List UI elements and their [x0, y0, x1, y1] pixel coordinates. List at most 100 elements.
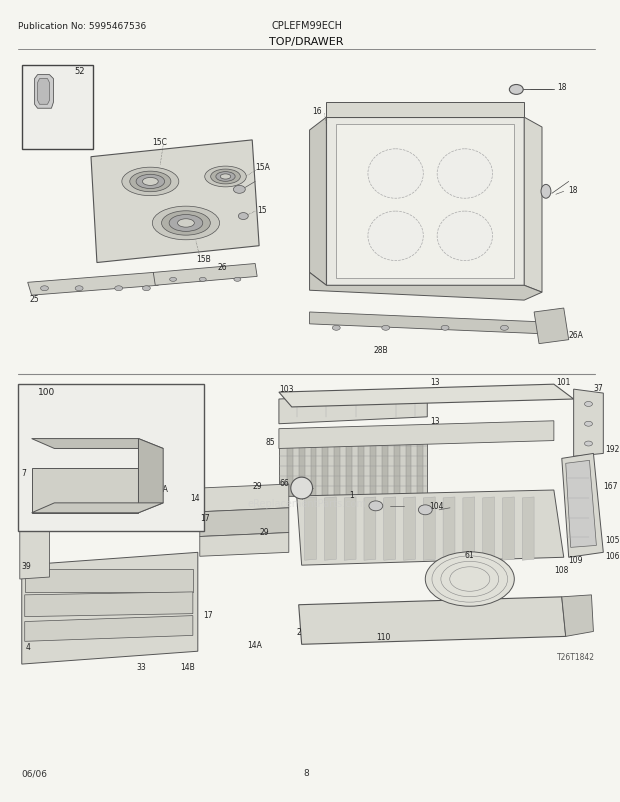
Text: 106: 106 [605, 551, 620, 560]
Text: 28B: 28B [374, 346, 389, 354]
Text: 13: 13 [430, 377, 440, 387]
Ellipse shape [437, 212, 492, 261]
Polygon shape [334, 439, 340, 496]
Text: 18: 18 [569, 185, 578, 195]
Text: Publication No: 5995467536: Publication No: 5995467536 [18, 22, 146, 30]
Text: 16: 16 [312, 107, 322, 115]
Text: 06/06: 06/06 [22, 768, 48, 777]
Polygon shape [297, 490, 564, 565]
Text: 104: 104 [429, 502, 444, 511]
Polygon shape [370, 439, 376, 496]
Polygon shape [38, 79, 50, 105]
Polygon shape [324, 497, 336, 561]
Ellipse shape [75, 286, 83, 291]
Polygon shape [346, 439, 352, 496]
Text: 85: 85 [265, 438, 275, 447]
Polygon shape [404, 497, 415, 561]
Text: 14: 14 [190, 494, 200, 503]
Polygon shape [336, 125, 515, 279]
Ellipse shape [216, 172, 235, 182]
Text: 4: 4 [25, 642, 30, 651]
Polygon shape [200, 508, 289, 537]
Ellipse shape [585, 441, 593, 447]
Ellipse shape [205, 167, 246, 188]
Polygon shape [463, 497, 475, 561]
Text: 66: 66 [280, 478, 290, 487]
Polygon shape [279, 393, 427, 424]
Ellipse shape [291, 477, 312, 500]
Polygon shape [502, 497, 515, 561]
Polygon shape [35, 75, 53, 109]
Polygon shape [423, 497, 435, 561]
Polygon shape [304, 497, 316, 561]
Polygon shape [482, 497, 495, 561]
Ellipse shape [369, 501, 383, 511]
Polygon shape [309, 118, 326, 286]
Polygon shape [358, 439, 364, 496]
Polygon shape [443, 497, 455, 561]
Ellipse shape [234, 278, 241, 282]
Text: TOP/DRAWER: TOP/DRAWER [269, 37, 344, 47]
Ellipse shape [233, 186, 246, 194]
Polygon shape [562, 595, 593, 637]
Text: 52: 52 [74, 67, 85, 76]
Text: 8: 8 [304, 768, 309, 777]
Bar [22, 66, 93, 150]
Polygon shape [299, 597, 565, 645]
Polygon shape [394, 439, 399, 496]
Ellipse shape [122, 168, 179, 196]
Text: 192: 192 [605, 444, 619, 453]
Text: 25: 25 [30, 294, 39, 303]
Polygon shape [417, 439, 423, 496]
Polygon shape [32, 503, 163, 513]
Ellipse shape [177, 220, 194, 228]
Text: 13: 13 [430, 417, 440, 426]
Text: 105: 105 [605, 535, 620, 545]
Polygon shape [279, 439, 427, 496]
Ellipse shape [143, 178, 158, 186]
Text: 110: 110 [376, 632, 390, 641]
Ellipse shape [382, 326, 390, 331]
Polygon shape [344, 497, 356, 561]
Polygon shape [299, 439, 304, 496]
Ellipse shape [368, 212, 423, 261]
Ellipse shape [115, 286, 123, 291]
Polygon shape [322, 439, 329, 496]
Polygon shape [32, 468, 138, 513]
Text: 17: 17 [200, 513, 210, 523]
Polygon shape [25, 616, 193, 642]
Polygon shape [20, 471, 50, 579]
Text: 15A: 15A [255, 163, 270, 172]
Ellipse shape [211, 170, 241, 184]
Polygon shape [382, 439, 388, 496]
Polygon shape [364, 497, 376, 561]
Text: 103: 103 [279, 384, 293, 393]
Polygon shape [22, 553, 198, 664]
Text: 109: 109 [569, 555, 583, 564]
Text: 37: 37 [593, 383, 603, 392]
Text: 100: 100 [38, 387, 55, 396]
Ellipse shape [199, 278, 206, 282]
Text: 14A: 14A [153, 484, 168, 493]
Text: 108: 108 [554, 565, 569, 574]
Ellipse shape [368, 150, 423, 199]
Text: 33: 33 [136, 662, 146, 670]
Text: 7: 7 [22, 468, 27, 477]
Text: 15B: 15B [196, 255, 211, 264]
Polygon shape [138, 439, 163, 513]
Text: 17: 17 [203, 610, 213, 619]
Ellipse shape [541, 185, 551, 199]
Bar [18, 385, 204, 531]
Text: 1: 1 [349, 491, 354, 500]
Polygon shape [534, 309, 569, 344]
Ellipse shape [437, 150, 492, 199]
Polygon shape [28, 273, 158, 296]
Polygon shape [384, 497, 396, 561]
Polygon shape [32, 439, 163, 449]
Text: 14A: 14A [247, 640, 262, 649]
Text: 167: 167 [603, 481, 618, 490]
Polygon shape [565, 461, 596, 548]
Polygon shape [91, 140, 259, 263]
Text: 29: 29 [259, 528, 268, 537]
Polygon shape [20, 471, 51, 500]
